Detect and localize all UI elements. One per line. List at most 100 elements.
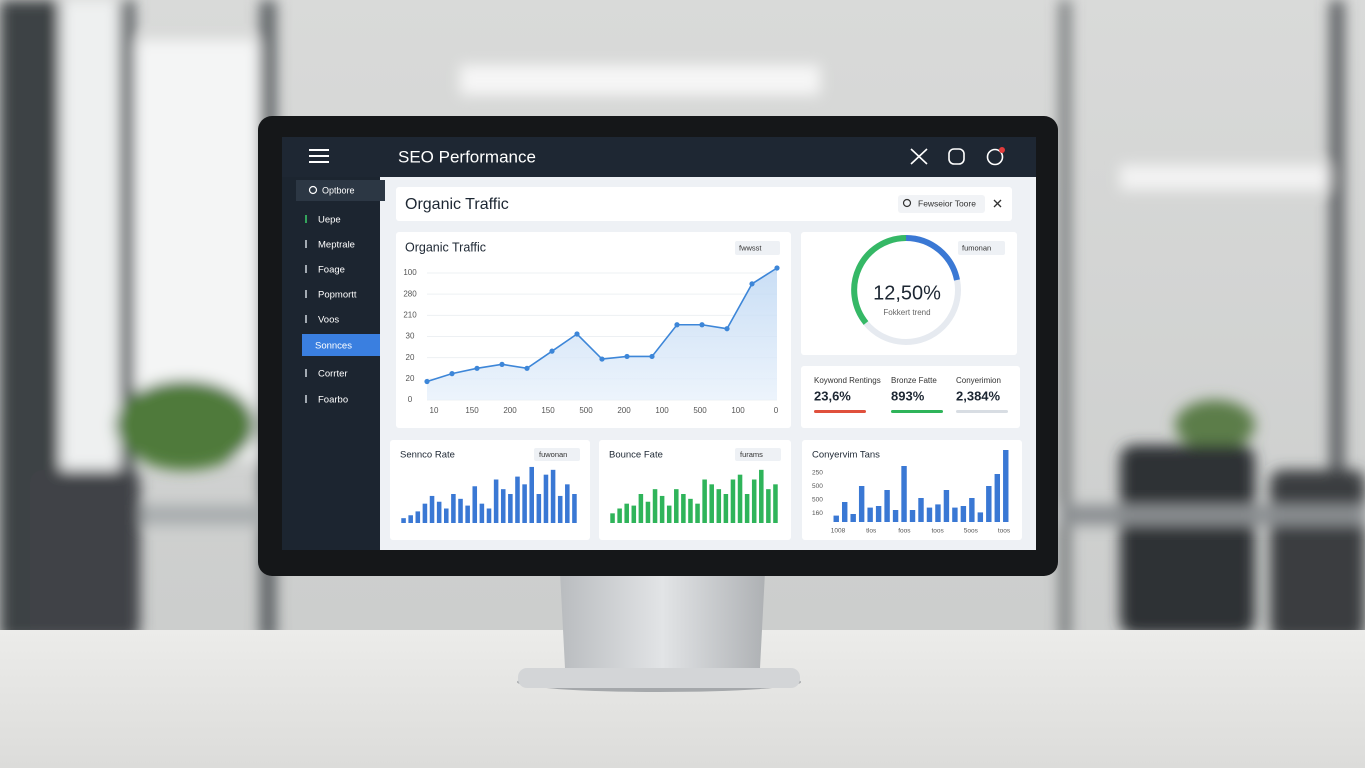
x-tick-label: 5oos — [964, 528, 979, 535]
x-tick-label: 150 — [465, 406, 479, 415]
bar-chart-badge-box[interactable] — [735, 448, 781, 461]
x-tick-label: 150 — [541, 406, 555, 415]
bar — [493, 479, 499, 523]
search-icon — [902, 198, 912, 208]
sidebar-item[interactable]: Popmortt — [318, 290, 357, 301]
gauge-badge-box[interactable] — [958, 241, 1005, 255]
sidebar-item[interactable]: Foage — [318, 265, 345, 276]
bar — [986, 486, 992, 522]
y-tick-label: 0 — [408, 395, 413, 404]
bar — [1003, 450, 1009, 522]
bar — [858, 486, 865, 522]
bar — [522, 484, 527, 523]
bar — [952, 507, 958, 522]
app-title: SEO Performance — [398, 147, 536, 166]
point — [649, 353, 655, 360]
bar-chart-title: Conyervim Tans — [812, 450, 880, 461]
metric-value: 2,384% — [956, 388, 1001, 403]
bar — [429, 495, 435, 523]
metric-bar — [956, 410, 1008, 413]
bar — [977, 512, 984, 522]
bar — [884, 490, 890, 522]
bar — [935, 504, 941, 522]
sidebar-search[interactable] — [296, 180, 385, 201]
bar — [617, 508, 622, 523]
bar — [759, 469, 764, 523]
bar-card — [802, 440, 1022, 540]
bar — [751, 479, 757, 523]
bar — [688, 498, 693, 523]
tools-icon[interactable] — [910, 148, 928, 165]
y-tick-label: 210 — [403, 310, 417, 319]
bar — [744, 494, 750, 523]
bar — [624, 503, 629, 523]
traffic-badge-box[interactable] — [735, 241, 780, 255]
panel-search[interactable] — [898, 195, 985, 213]
panel-search-text: Fewseior Toore — [918, 198, 976, 208]
bar — [500, 489, 506, 523]
sidebar-item[interactable]: Sonnces — [315, 341, 352, 352]
x-tick-label: 500 — [579, 406, 593, 415]
sidebar-item[interactable]: Meptrale — [318, 240, 355, 251]
bar — [773, 484, 778, 523]
gauge-arc-green — [851, 235, 907, 325]
bar-chart-badge-box[interactable] — [534, 448, 580, 461]
bar — [901, 466, 907, 522]
point — [699, 322, 705, 328]
sidebar-item[interactable]: Voos — [318, 315, 339, 326]
x-tick-label: foos — [898, 528, 911, 535]
x-tick-label: tlos — [866, 528, 877, 535]
bar — [652, 489, 658, 523]
close-icon[interactable] — [993, 199, 1002, 208]
bar — [529, 466, 534, 523]
point — [599, 356, 605, 362]
y-tick-label: 20 — [406, 374, 415, 383]
y-tick-label: 250 — [812, 470, 823, 477]
bar — [408, 515, 413, 523]
header: SEO Performance — [309, 147, 1005, 166]
bar — [415, 511, 421, 523]
sidebar-item[interactable]: Foarbo — [318, 395, 348, 406]
bar — [508, 494, 513, 523]
profile-icon[interactable] — [948, 148, 965, 165]
point — [574, 331, 580, 337]
bar — [666, 505, 672, 523]
y-tick-label: 160 — [812, 510, 823, 517]
bar — [451, 494, 456, 523]
metric-label: Bronze Fatte — [891, 376, 937, 385]
x-tick-label: 200 — [617, 406, 631, 415]
point — [474, 365, 480, 371]
metric-label: Koywond Rentings — [814, 376, 881, 385]
y-tick-label: 280 — [403, 289, 417, 298]
metric-value: 893% — [891, 388, 925, 403]
notification-icon[interactable] — [986, 147, 1006, 166]
sidebar-item[interactable]: Corrter — [318, 369, 348, 380]
bar — [572, 494, 577, 523]
menu-button[interactable] — [309, 149, 329, 163]
bar — [926, 507, 933, 522]
bar — [702, 479, 707, 523]
x-tick-label: 10 — [430, 406, 439, 415]
bar — [737, 474, 743, 523]
point — [724, 326, 730, 332]
y-tick-label: 20 — [406, 353, 415, 362]
point — [424, 378, 430, 385]
bar — [875, 506, 882, 522]
x-tick-label: 500 — [693, 406, 707, 415]
bar — [695, 503, 700, 523]
x-tick-label: 100 — [731, 406, 745, 415]
bar — [610, 513, 615, 523]
sidebar-item-active[interactable] — [302, 334, 380, 356]
bar — [631, 505, 637, 523]
bar — [543, 474, 549, 523]
bar — [969, 498, 975, 522]
x-tick-label: toos — [998, 528, 1011, 535]
bar — [422, 503, 428, 523]
panel-title: Organic Traffic — [405, 196, 509, 213]
x-tick-label: 0 — [774, 406, 779, 415]
bar — [645, 501, 651, 523]
bar — [472, 486, 478, 523]
sidebar-item[interactable]: Uepe — [318, 215, 341, 226]
bar — [918, 498, 924, 522]
